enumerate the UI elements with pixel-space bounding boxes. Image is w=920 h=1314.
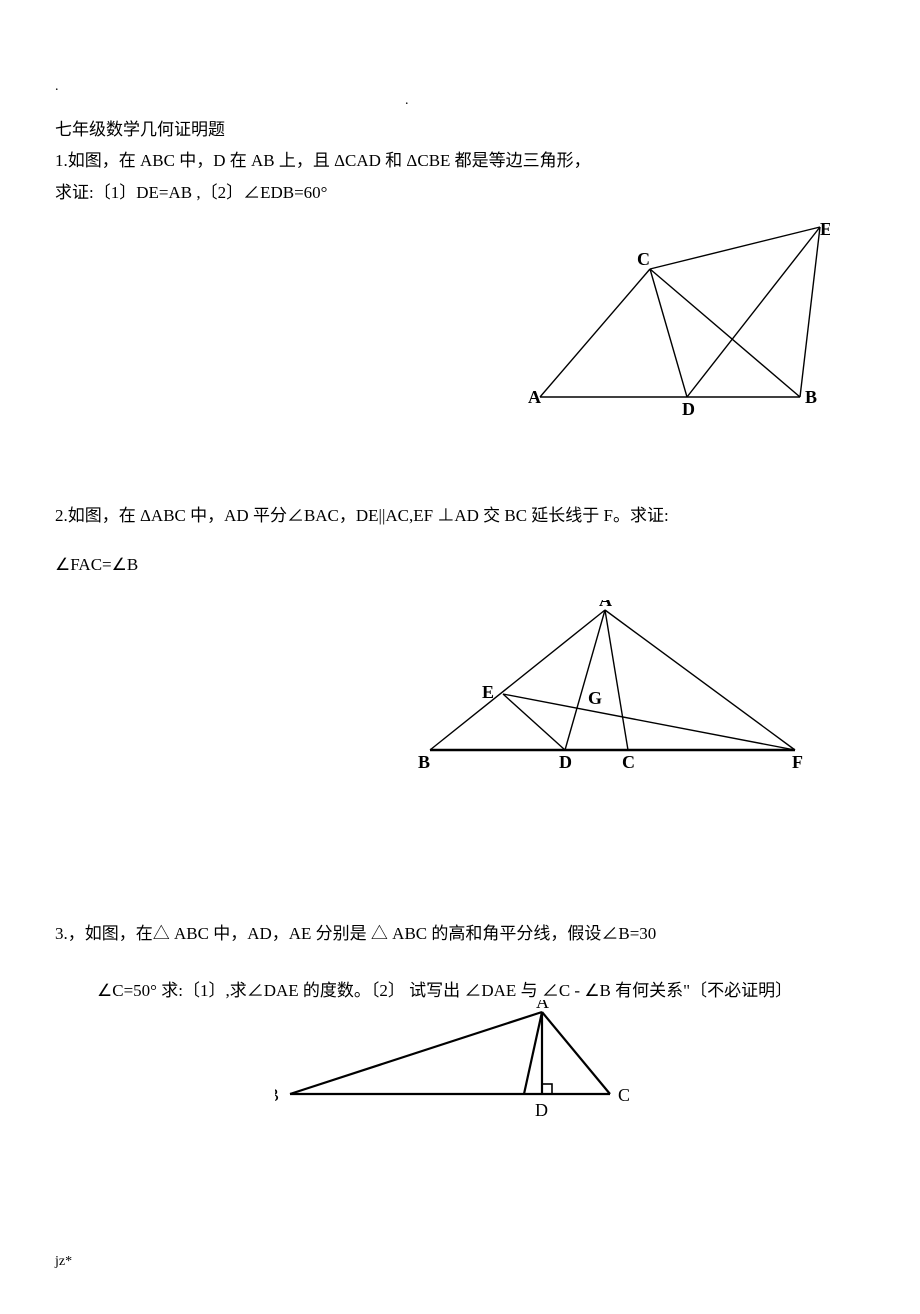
problem-2-figure: A B D C F E G (410, 600, 810, 770)
problem-3-line1: 3.，如图，在△ ABC 中，AD，AE 分别是 △ ABC 的高和角平分线，假… (55, 920, 865, 949)
svg-text:A: A (536, 1000, 549, 1012)
decor-dot-1: . (55, 80, 865, 94)
svg-text:D: D (682, 399, 695, 417)
problem-3-figure-wrap: A B C D (55, 1000, 865, 1120)
svg-text:E: E (820, 219, 830, 239)
problem-1-figure-wrap: A D B C E (55, 217, 830, 417)
svg-text:D: D (559, 752, 572, 770)
problem-2-line2: ∠FAC=∠B (55, 551, 865, 580)
problem-1-figure: A D B C E (520, 217, 830, 417)
problem-2-figure-wrap: A B D C F E G (55, 600, 810, 770)
problem-1-line2: 求证:〔1〕DE=AB ,〔2〕∠EDB=60° (55, 177, 865, 209)
svg-text:C: C (622, 752, 635, 770)
problem-2: 2.如图，在 ΔABC 中，AD 平分∠BAC，DE||AC,EF ⊥AD 交 … (55, 502, 865, 770)
worksheet-title: 七年级数学几何证明题 (55, 116, 865, 145)
svg-text:C: C (618, 1085, 630, 1105)
svg-text:F: F (792, 752, 803, 770)
problem-3-figure: A B C D (275, 1000, 645, 1120)
problem-1-line1: 1.如图，在 ABC 中，D 在 AB 上，且 ΔCAD 和 ΔCBE 都是等边… (55, 145, 865, 177)
problem-3: 3.，如图，在△ ABC 中，AD，AE 分别是 △ ABC 的高和角平分线，假… (55, 920, 865, 1120)
svg-text:C: C (637, 249, 650, 269)
page-footer: jz* (55, 1250, 865, 1274)
svg-text:D: D (535, 1100, 548, 1120)
svg-text:B: B (805, 387, 817, 407)
svg-text:A: A (599, 600, 612, 610)
decor-dot-2: . (405, 94, 865, 108)
svg-text:B: B (418, 752, 430, 770)
problem-2-line1: 2.如图，在 ΔABC 中，AD 平分∠BAC，DE||AC,EF ⊥AD 交 … (55, 502, 865, 531)
svg-text:B: B (275, 1085, 279, 1105)
svg-text:E: E (482, 682, 494, 702)
problem-1: 1.如图，在 ABC 中，D 在 AB 上，且 ΔCAD 和 ΔCBE 都是等边… (55, 145, 865, 418)
svg-text:G: G (588, 688, 602, 708)
svg-text:A: A (528, 387, 541, 407)
